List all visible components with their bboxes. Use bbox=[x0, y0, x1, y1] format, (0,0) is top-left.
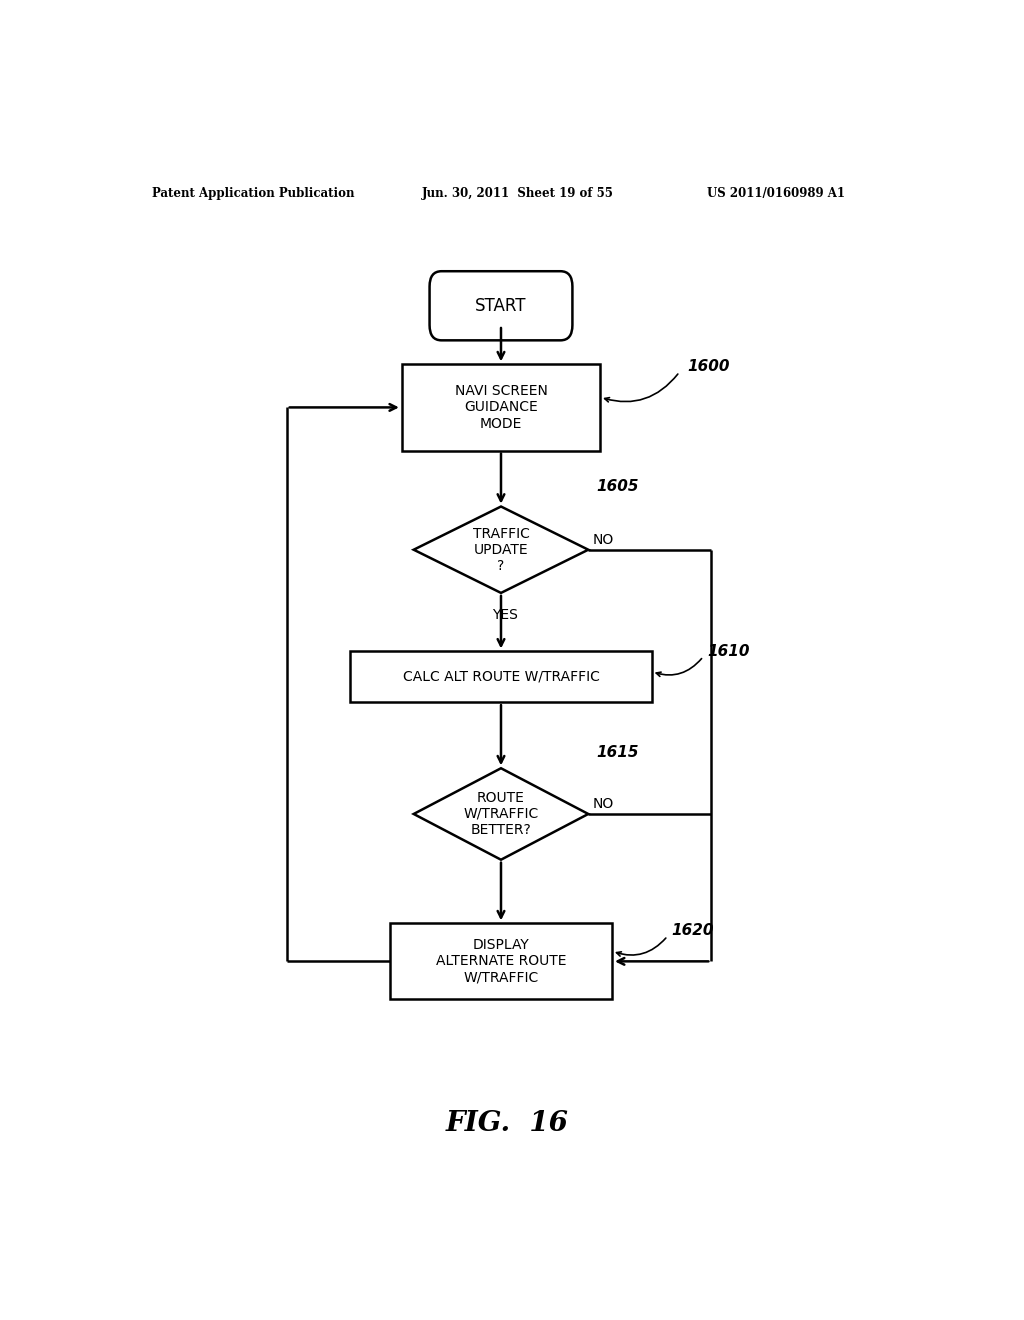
Text: 1600: 1600 bbox=[687, 359, 730, 375]
Text: NAVI SCREEN
GUIDANCE
MODE: NAVI SCREEN GUIDANCE MODE bbox=[455, 384, 548, 430]
Text: Patent Application Publication: Patent Application Publication bbox=[152, 187, 354, 199]
Text: NO: NO bbox=[592, 532, 613, 546]
Text: START: START bbox=[475, 297, 526, 314]
Text: 1605: 1605 bbox=[596, 479, 639, 494]
Text: NO: NO bbox=[592, 797, 613, 810]
Text: FIG.  16: FIG. 16 bbox=[445, 1110, 568, 1138]
Text: 1615: 1615 bbox=[596, 746, 639, 760]
Text: DISPLAY
ALTERNATE ROUTE
W/TRAFFIC: DISPLAY ALTERNATE ROUTE W/TRAFFIC bbox=[436, 939, 566, 985]
Text: YES: YES bbox=[492, 609, 518, 622]
Bar bbox=[390, 923, 612, 999]
Bar bbox=[350, 651, 651, 702]
Bar bbox=[401, 364, 600, 450]
Text: CALC ALT ROUTE W/TRAFFIC: CALC ALT ROUTE W/TRAFFIC bbox=[402, 669, 599, 684]
FancyBboxPatch shape bbox=[430, 271, 572, 341]
Text: US 2011/0160989 A1: US 2011/0160989 A1 bbox=[708, 187, 846, 199]
Text: 1610: 1610 bbox=[708, 644, 750, 659]
Text: TRAFFIC
UPDATE
?: TRAFFIC UPDATE ? bbox=[472, 527, 529, 573]
Text: Jun. 30, 2011  Sheet 19 of 55: Jun. 30, 2011 Sheet 19 of 55 bbox=[422, 187, 613, 199]
Text: 1620: 1620 bbox=[672, 924, 714, 939]
Text: ROUTE
W/TRAFFIC
BETTER?: ROUTE W/TRAFFIC BETTER? bbox=[464, 791, 539, 837]
Polygon shape bbox=[414, 507, 588, 593]
Polygon shape bbox=[414, 768, 588, 859]
